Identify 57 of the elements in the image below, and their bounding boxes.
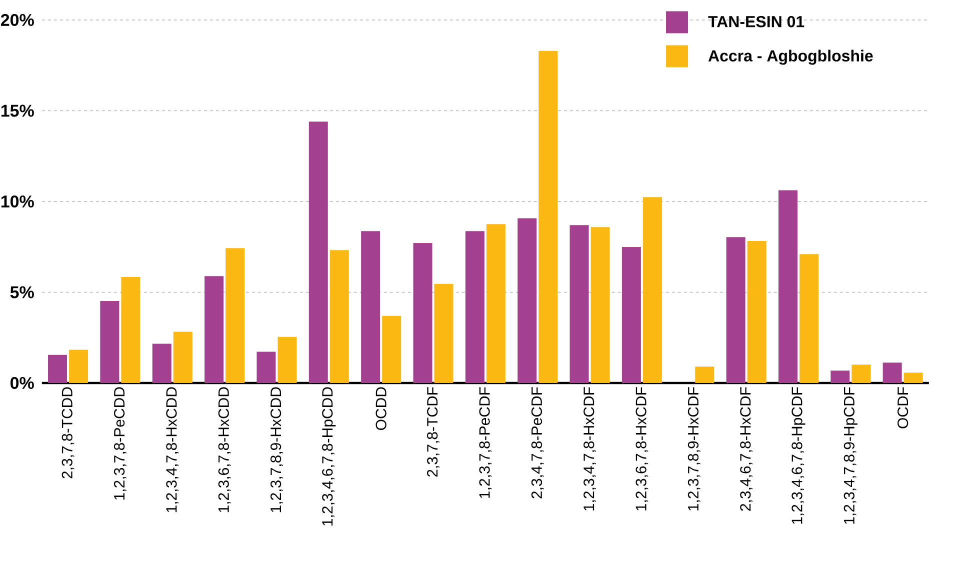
bar <box>538 50 558 383</box>
bar <box>799 254 818 383</box>
bar <box>121 276 140 383</box>
bar <box>330 250 349 383</box>
bar <box>590 227 610 383</box>
x-tick-label: OCDF <box>898 387 908 428</box>
x-tick-label: 1,2,3,7,8-PeCDF <box>479 387 492 498</box>
x-tick-label: 2,3,4,7,8-PeCDF <box>531 387 544 498</box>
bar <box>882 362 902 383</box>
x-tick-label: OCDD <box>376 387 386 430</box>
x-tick-label: 2,3,7,8-TCDD <box>62 387 74 478</box>
bar <box>434 284 454 383</box>
x-tick-label: 1,2,3,6,7,8-HxCDF <box>636 387 648 510</box>
bar <box>465 231 484 383</box>
bar <box>518 218 537 383</box>
bar <box>695 366 714 383</box>
x-tick-label: 1,2,3,7,8,9-HxCDD <box>270 387 283 512</box>
bar <box>204 276 224 383</box>
x-tick-label: 2,3,4,6,7,8-HxCDF <box>740 387 752 511</box>
x-tick-label: 1,2,3,7,8,9-HxCDF <box>688 387 700 510</box>
bar <box>413 243 432 383</box>
bar <box>852 364 871 383</box>
bar <box>100 300 120 383</box>
legend-label: TAN-ESIN 01 <box>708 16 804 28</box>
bar <box>173 332 192 383</box>
y-tick-label: 15% <box>1 104 34 117</box>
bar <box>308 122 328 383</box>
x-tick-label: 1,2,3,4,6,7,8-HpCDF <box>792 387 806 524</box>
bar <box>830 370 850 383</box>
bar <box>361 231 380 383</box>
x-tick-label: 1,2,3,7,8-PeCDD <box>114 387 126 500</box>
y-tick-label: 10% <box>1 195 34 208</box>
bar <box>642 197 662 383</box>
x-tick-label: 1,2,3,4,7,8,9-HpCDF <box>844 387 858 524</box>
bar <box>622 247 641 383</box>
y-tick-label: 5% <box>10 286 34 298</box>
x-tick-label: 1,2,3,4,7,8-HxCDF <box>584 387 596 510</box>
x-tick-label: 1,2,3,4,7,8-HxCDD <box>166 387 179 512</box>
bar <box>904 372 923 383</box>
x-tick-label: 1,2,3,4,6,7,8-HpCDD <box>322 387 336 526</box>
y-tick-label: 0% <box>10 376 34 390</box>
bar <box>382 316 402 383</box>
y-tick-label: 20% <box>0 14 34 26</box>
bar <box>69 350 88 383</box>
bar <box>486 224 506 383</box>
bar <box>48 354 68 383</box>
bar <box>226 248 245 383</box>
x-tick-label: 1,2,3,6,7,8-HxCDD <box>218 387 231 512</box>
bar <box>726 237 746 383</box>
bar <box>778 190 798 383</box>
bar <box>570 225 589 383</box>
bar <box>152 344 172 383</box>
x-tick-label: 2,3,7,8-TCDF <box>427 387 440 477</box>
bar <box>747 241 766 383</box>
bar <box>256 352 276 383</box>
legend-label: Accra - Agbogbloshie <box>708 50 873 65</box>
bar <box>278 336 297 383</box>
